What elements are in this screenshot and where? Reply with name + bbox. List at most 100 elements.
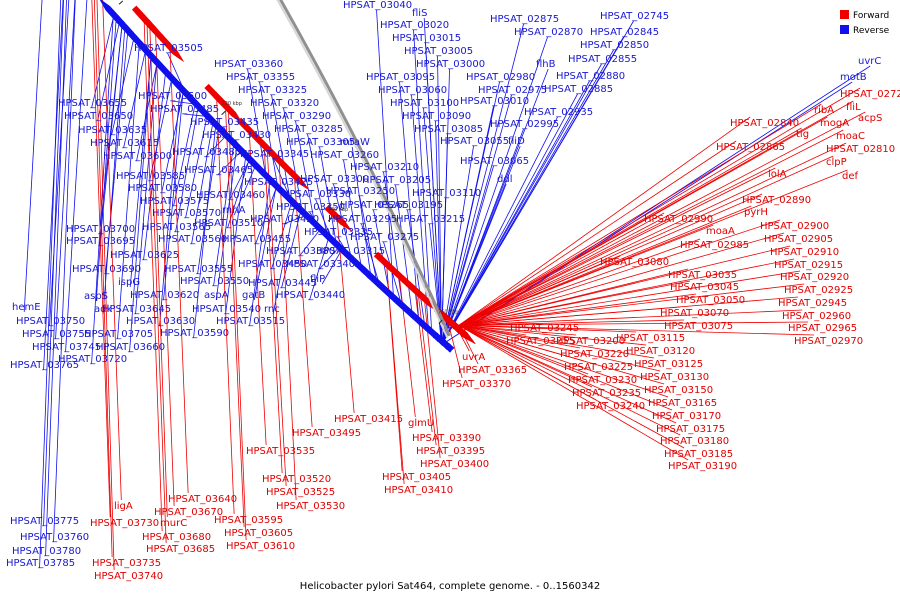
gene-label: HPSAT_02960 — [782, 311, 851, 322]
leader-line — [458, 321, 531, 326]
gene-label: HPSAT_03745 — [32, 342, 101, 353]
gene-label: ispG — [118, 277, 140, 288]
gene-label: HPSAT_03275 — [350, 232, 419, 243]
leader-line — [247, 68, 267, 181]
gene-label: HPSAT_03120 — [626, 346, 695, 357]
gene-label: HPSAT_03305 — [286, 137, 355, 148]
gene-label: HPSAT_03065 — [460, 156, 529, 167]
gene-label: HPSAT_03615 — [90, 138, 159, 149]
genome-backbone-shadow — [276, 0, 449, 339]
leader-line — [458, 324, 669, 398]
gene-label: HPSAT_03175 — [656, 424, 725, 435]
leader-line — [351, 146, 373, 282]
leader-line — [441, 23, 524, 345]
leader-line — [271, 204, 292, 270]
leader-line — [458, 319, 685, 326]
gene-label: HPSAT_03775 — [10, 516, 79, 527]
gene-label: HPSAT_03540 — [192, 304, 261, 315]
gene-label: HPSAT_03080 — [600, 257, 669, 268]
gene-label: uvrA — [462, 352, 485, 363]
gene-label: HPSAT_03530 — [276, 501, 345, 512]
leader-line — [441, 105, 494, 345]
gene-label: HPSAT_03750 — [16, 316, 85, 327]
gene-label: rnhA — [222, 205, 246, 216]
gene-label: HPSAT_03600 — [103, 151, 172, 162]
gene-label: HPSAT_03485 — [150, 104, 219, 115]
leader-line — [458, 324, 637, 333]
gene-label: HPSAT_03755 — [22, 329, 91, 340]
gene-label: lolA — [768, 169, 787, 180]
gene-label: HPSAT_03075 — [664, 321, 733, 332]
gene-label: HPSAT_03705 — [84, 329, 153, 340]
gene-label: HPSAT_03685 — [146, 544, 215, 555]
gene-label: HPSAT_03505 — [134, 43, 203, 54]
gene-label: motB — [840, 72, 867, 83]
gene-arrow — [254, 163, 282, 192]
leader-line — [441, 165, 494, 345]
leader-line — [55, 0, 76, 340]
gene-label: HPSAT_03565 — [142, 222, 211, 233]
leader-line — [193, 128, 216, 339]
gene-label: HPSAT_03435 — [190, 117, 259, 128]
gene-label: HPSAT_03575 — [140, 196, 209, 207]
leader-line — [458, 232, 785, 326]
gene-label: ligA — [114, 501, 133, 512]
gene-label: HPSAT_03580 — [128, 183, 197, 194]
gene-label: ddl — [497, 174, 512, 185]
gene-label: HPSAT_03335 — [304, 227, 373, 238]
leader-line — [154, 26, 175, 507]
leader-line — [441, 116, 558, 345]
leader-line — [159, 91, 181, 327]
leader-line — [458, 255, 621, 326]
gene-label: HPSAT_03240 — [576, 401, 645, 412]
gene-label: HPSAT_03515 — [216, 316, 285, 327]
gene-label: HPSAT_03640 — [168, 494, 237, 505]
leader-line — [458, 321, 809, 326]
gene-label: HPSAT_03130 — [640, 372, 709, 383]
gene-label: tig — [796, 129, 809, 140]
leader-line — [175, 109, 198, 233]
leader-line — [283, 216, 304, 225]
leader-line — [253, 189, 277, 301]
gene-label: HPSAT_03095 — [366, 72, 435, 83]
gene-label: HPSAT_03255 — [506, 336, 575, 347]
leader-line — [458, 224, 714, 326]
gene-label: HPSAT_03005 — [404, 46, 473, 57]
leader-line — [102, 31, 126, 315]
gene-label: HPSAT_03595 — [214, 515, 283, 526]
gene-label: HPSAT_03340 — [286, 259, 355, 270]
gene-arrow — [266, 148, 295, 176]
gene-label: HPSAT_03415 — [334, 414, 403, 425]
leader-line — [91, 0, 111, 518]
leader-line — [458, 324, 647, 346]
legend-forward-swatch — [840, 10, 849, 19]
leader-line — [43, 0, 64, 527]
leader-line — [23, 0, 43, 313]
gene-arrow — [352, 259, 381, 287]
leader-line — [96, 0, 115, 571]
gene-label: HPSAT_03115 — [616, 333, 685, 344]
gene-label: HPSAT_03560 — [158, 234, 227, 245]
gene-label: HPSAT_03035 — [668, 270, 737, 281]
leader-line — [435, 120, 442, 345]
gene-label: HPSAT_03060 — [378, 85, 447, 96]
leader-line — [383, 241, 404, 311]
leader-line — [458, 280, 691, 326]
leader-line — [437, 55, 442, 345]
gene-label: HPSAT_03465 — [184, 165, 253, 176]
gene-label: HPSAT_03735 — [92, 558, 161, 569]
leader-line — [417, 288, 437, 446]
gene-arrow — [387, 291, 416, 319]
gene-arrow — [200, 108, 228, 137]
gene-label: pyrH — [744, 207, 768, 218]
leader-line — [163, 94, 184, 301]
leader-line — [458, 324, 589, 375]
leader-line — [458, 167, 776, 326]
gene-label: HPSAT_02725 — [840, 89, 900, 100]
leader-line — [123, 53, 146, 149]
leader-line — [441, 80, 590, 346]
tick-mark — [221, 110, 226, 116]
leader-line — [458, 127, 802, 326]
leader-line — [441, 68, 549, 345]
gene-label: HPSAT_03785 — [6, 558, 75, 569]
